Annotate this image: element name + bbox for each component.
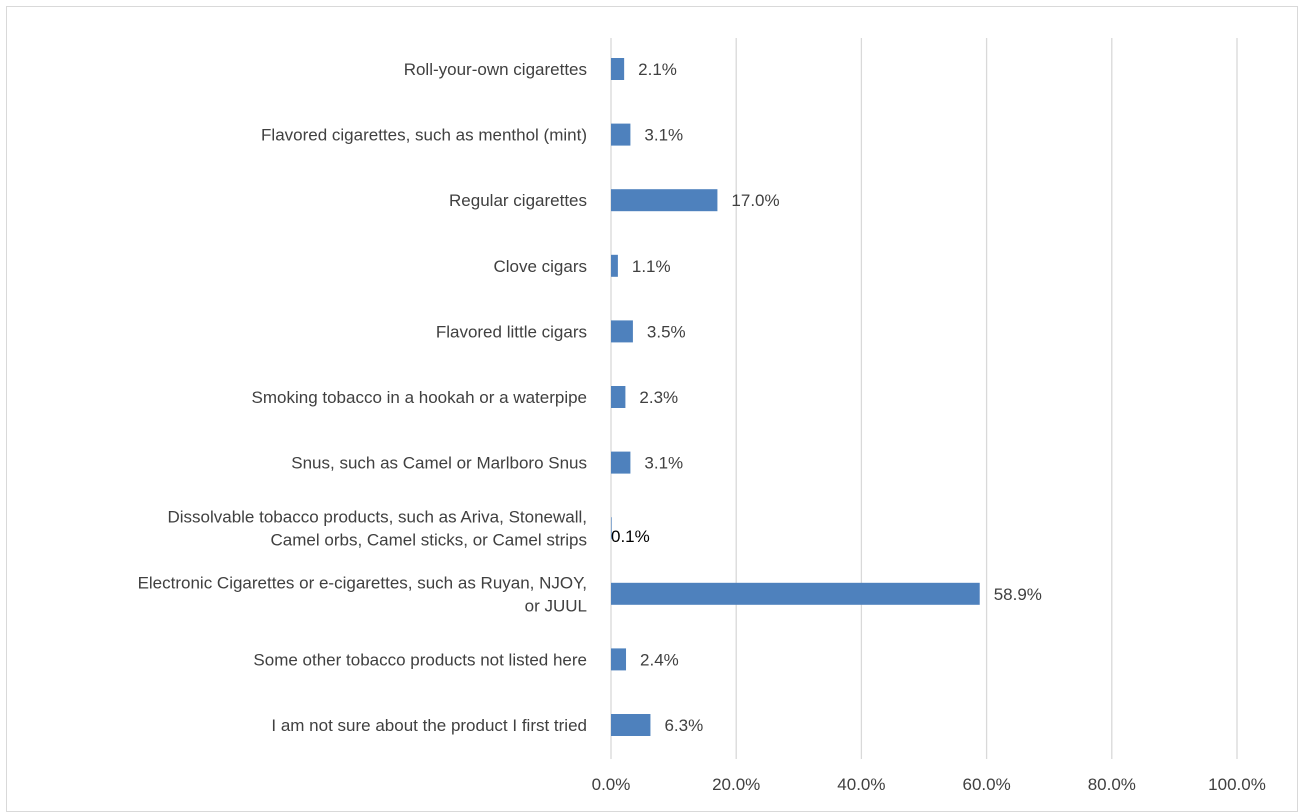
bar [611, 123, 631, 146]
bar [611, 189, 718, 212]
value-label: 2.3% [639, 388, 678, 407]
value-label: 3.1% [644, 126, 683, 145]
category-label: Flavored little cigars [436, 322, 587, 341]
value-label: 2.4% [640, 650, 679, 669]
category-label: I am not sure about the product I first … [271, 716, 587, 735]
value-label: 6.3% [664, 716, 703, 735]
value-label: 17.0% [731, 191, 779, 210]
x-tick-label: 100.0% [1208, 775, 1266, 794]
x-tick-label: 80.0% [1088, 775, 1136, 794]
category-labels: Roll-your-own cigarettes Flavored cigaret… [138, 60, 587, 735]
category-label: Clove cigars [493, 257, 587, 276]
value-label: 3.5% [647, 322, 686, 341]
x-axis-tick-labels: 0.0% 20.0% 40.0% 60.0% 80.0% 100.0% [592, 775, 1266, 794]
category-label: Regular cigarettes [449, 191, 587, 210]
bar [611, 58, 625, 80]
category-label: Electronic Cigarettes or e-cigarettes, s… [138, 573, 587, 615]
bar [611, 648, 627, 671]
bar [611, 714, 651, 736]
x-tick-label: 60.0% [962, 775, 1010, 794]
bars [611, 58, 980, 736]
gridlines [610, 38, 1238, 759]
category-label: Flavored cigarettes, such as menthol (mi… [261, 126, 587, 145]
category-label: Roll-your-own cigarettes [404, 60, 587, 79]
category-label: Some other tobacco products not listed h… [253, 650, 587, 669]
category-label: Snus, such as Camel or Marlboro Snus [291, 454, 587, 473]
value-label: 3.1% [644, 454, 683, 473]
value-label: 1.1% [632, 257, 671, 276]
category-label: Smoking tobacco in a hookah or a waterpi… [252, 388, 587, 407]
x-tick-label: 20.0% [712, 775, 760, 794]
bar [611, 254, 618, 277]
value-labels: 2.1% 3.1% 17.0% 1.1% 3.5% 2.3% 3.1% 0.1% 58.9% 2.… [611, 60, 1042, 735]
bar [611, 582, 980, 605]
value-label: 0.1% [611, 527, 650, 546]
x-tick-label: 0.0% [592, 775, 631, 794]
chart-area [6, 6, 1298, 812]
value-label: 58.9% [994, 585, 1042, 604]
bar [611, 451, 631, 474]
category-label: Dissolvable tobacco products, such as Ar… [167, 508, 587, 550]
bar [611, 386, 626, 408]
value-label: 2.1% [638, 60, 677, 79]
bar [611, 517, 612, 540]
x-tick-label: 40.0% [837, 775, 885, 794]
bar [611, 320, 633, 343]
